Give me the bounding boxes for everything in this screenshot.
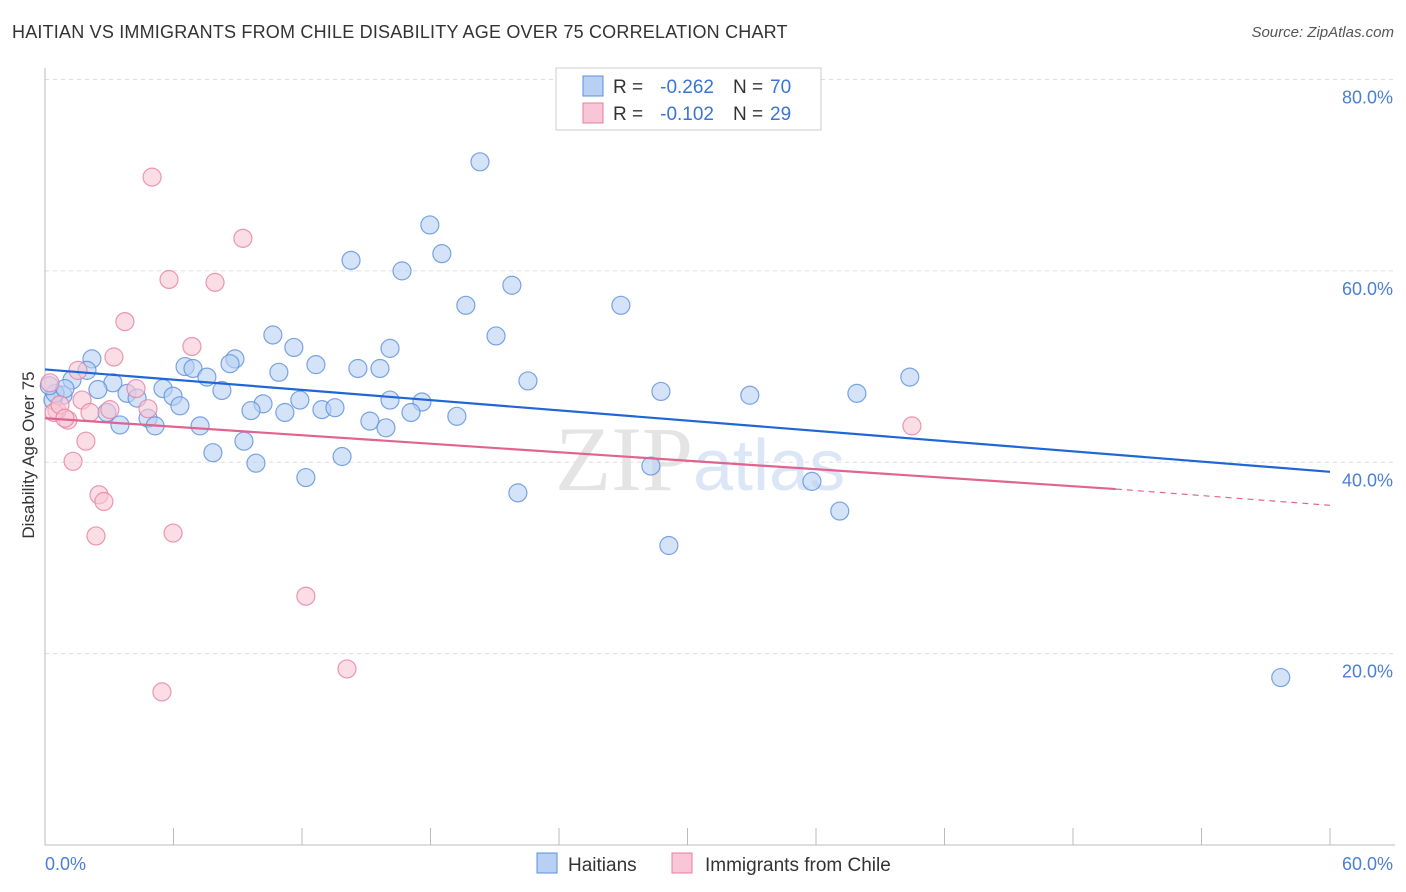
- legend-n-label: N =: [733, 77, 763, 98]
- haitians-point: [847, 383, 867, 403]
- haitians-point: [110, 415, 130, 435]
- legend-r-value: -0.262: [660, 77, 714, 98]
- haitians-point: [502, 275, 522, 295]
- haitians-point: [659, 535, 679, 556]
- haitians-point: [220, 354, 240, 374]
- chile-trend-extension: [1115, 488, 1331, 506]
- haitians-point: [170, 396, 190, 416]
- haitians-point: [508, 483, 528, 503]
- haitians-point: [802, 471, 822, 491]
- y-tick-label: 40.0%: [1342, 470, 1393, 490]
- haitians-point: [486, 326, 506, 346]
- haitians-point: [275, 402, 295, 423]
- y-tick-label: 20.0%: [1342, 662, 1393, 682]
- chart-source: Source: ZipAtlas.com: [1251, 24, 1394, 41]
- chile-point: [115, 311, 135, 332]
- chile-point: [902, 416, 922, 436]
- haitians-point: [641, 456, 661, 476]
- haitians-point: [296, 467, 316, 488]
- haitians-point: [241, 400, 261, 421]
- haitians-point: [447, 406, 467, 426]
- chile-point: [76, 431, 96, 451]
- watermark: ZIPatlas: [555, 408, 845, 510]
- haitians-point: [470, 152, 490, 172]
- chile-point: [94, 491, 114, 512]
- haitians-point: [370, 358, 390, 379]
- chile-point: [152, 682, 172, 702]
- y-tick-label: 80.0%: [1342, 88, 1393, 108]
- y-tick-label: 60.0%: [1342, 279, 1393, 299]
- chile-point: [138, 399, 158, 419]
- legend-n-value: 70: [770, 77, 791, 98]
- haitians-point: [306, 355, 326, 375]
- chile-point: [63, 451, 83, 471]
- bottom-legend-swatch: [536, 852, 558, 874]
- chile-point: [163, 523, 183, 543]
- haitians-point: [1271, 667, 1291, 688]
- haitians-point: [380, 338, 400, 358]
- chile-point: [40, 373, 60, 393]
- haitians-point: [518, 371, 538, 391]
- chile-point: [159, 269, 179, 290]
- chile-point: [104, 347, 124, 367]
- haitians-point: [341, 250, 361, 270]
- chile-point: [296, 586, 316, 606]
- chile-point: [142, 167, 162, 187]
- x-tick-label: 0.0%: [45, 854, 86, 874]
- chile-trend-line: [44, 417, 1116, 491]
- haitians-point: [203, 443, 223, 463]
- haitians-point: [290, 390, 310, 410]
- chile-point: [126, 378, 146, 399]
- haitians-point: [651, 381, 671, 402]
- chile-point: [233, 228, 253, 248]
- chile-point: [337, 659, 357, 679]
- haitians-point: [900, 367, 920, 387]
- haitians-point: [401, 402, 421, 423]
- haitians-point: [380, 390, 400, 410]
- haitians-point: [88, 379, 108, 400]
- haitians-point: [740, 385, 760, 405]
- haitians-point: [212, 380, 232, 401]
- haitians-point: [830, 501, 850, 521]
- chile-point: [205, 272, 225, 292]
- legend-n-value: 29: [770, 104, 791, 125]
- chile-point: [68, 360, 88, 380]
- haitians-trend-line: [44, 368, 1331, 473]
- chile-point: [86, 526, 106, 546]
- haitians-point: [360, 411, 380, 431]
- haitians-point: [269, 362, 289, 382]
- haitians-point: [420, 215, 440, 235]
- chile-point: [80, 402, 100, 423]
- legend-swatch: [582, 102, 604, 124]
- haitians-point: [246, 453, 266, 473]
- haitians-point: [392, 261, 412, 281]
- haitians-point: [456, 295, 476, 315]
- haitians-point: [183, 358, 203, 379]
- y-axis-label: Disability Age Over 75: [19, 371, 38, 538]
- legend-r-value: -0.102: [660, 104, 714, 125]
- haitians-point: [332, 446, 352, 467]
- bottom-legend-label: Haitians: [568, 855, 637, 876]
- haitians-point: [376, 418, 396, 438]
- haitians-point: [432, 244, 452, 264]
- bottom-legend-swatch: [671, 852, 693, 874]
- haitians-point: [325, 398, 345, 418]
- haitians-point: [348, 358, 368, 379]
- haitians-point: [234, 431, 254, 451]
- chile-point: [100, 400, 120, 420]
- haitians-point: [190, 416, 210, 436]
- haitians-point: [284, 337, 304, 358]
- chart-title: HAITIAN VS IMMIGRANTS FROM CHILE DISABIL…: [12, 22, 788, 42]
- legend-n-label: N =: [733, 104, 763, 125]
- bottom-legend-label: Immigrants from Chile: [705, 855, 891, 876]
- chile-point: [182, 336, 202, 357]
- x-tick-label: 60.0%: [1342, 854, 1393, 874]
- haitians-point: [611, 295, 631, 315]
- legend-r-label: R =: [613, 104, 643, 125]
- haitians-point: [263, 325, 283, 345]
- legend-swatch: [582, 75, 604, 97]
- legend-r-label: R =: [613, 77, 643, 98]
